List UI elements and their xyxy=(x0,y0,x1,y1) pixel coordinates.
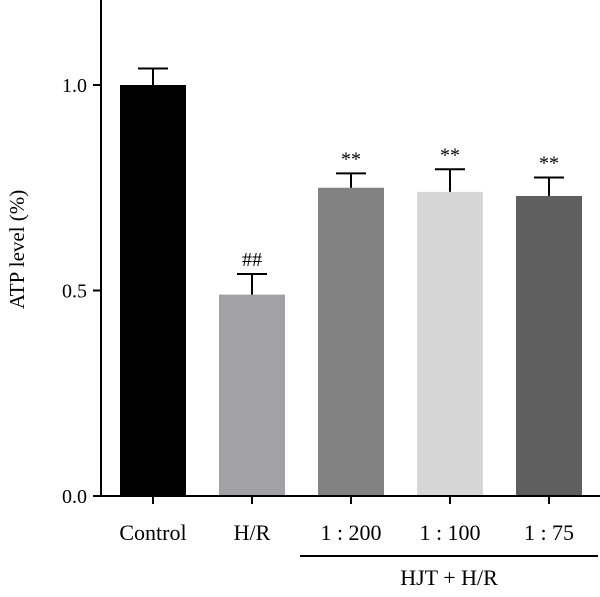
significance-label: ## xyxy=(242,249,262,271)
significance-layer: ## ** ** ** xyxy=(242,144,559,271)
y-ticks-layer: 0.0 0.5 1.0 xyxy=(62,75,101,508)
bar xyxy=(120,85,186,496)
bars-layer xyxy=(120,85,582,497)
x-tick-label: 1 : 100 xyxy=(419,520,480,545)
x-tick-label: Control xyxy=(119,520,186,545)
significance-label: ** xyxy=(341,148,361,170)
group-label: HJT + H/R xyxy=(400,565,498,590)
y-tick-label: 0.0 xyxy=(62,486,87,508)
bar xyxy=(219,294,285,496)
bar xyxy=(417,191,483,497)
x-tick-label: 1 : 75 xyxy=(524,520,574,545)
significance-label: ** xyxy=(440,144,460,166)
error-bars-layer xyxy=(138,67,564,295)
bar xyxy=(318,187,384,496)
x-ticks-layer: Control H/R 1 : 200 1 : 100 1 : 75 xyxy=(119,496,574,545)
x-tick-label: H/R xyxy=(234,520,271,545)
y-axis-label: ATP level (%) xyxy=(5,190,29,309)
bar xyxy=(516,195,582,496)
x-tick-label: 1 : 200 xyxy=(320,520,381,545)
y-tick-label: 1.0 xyxy=(62,75,87,97)
y-tick-label: 0.5 xyxy=(62,281,87,303)
significance-label: ** xyxy=(539,152,559,174)
